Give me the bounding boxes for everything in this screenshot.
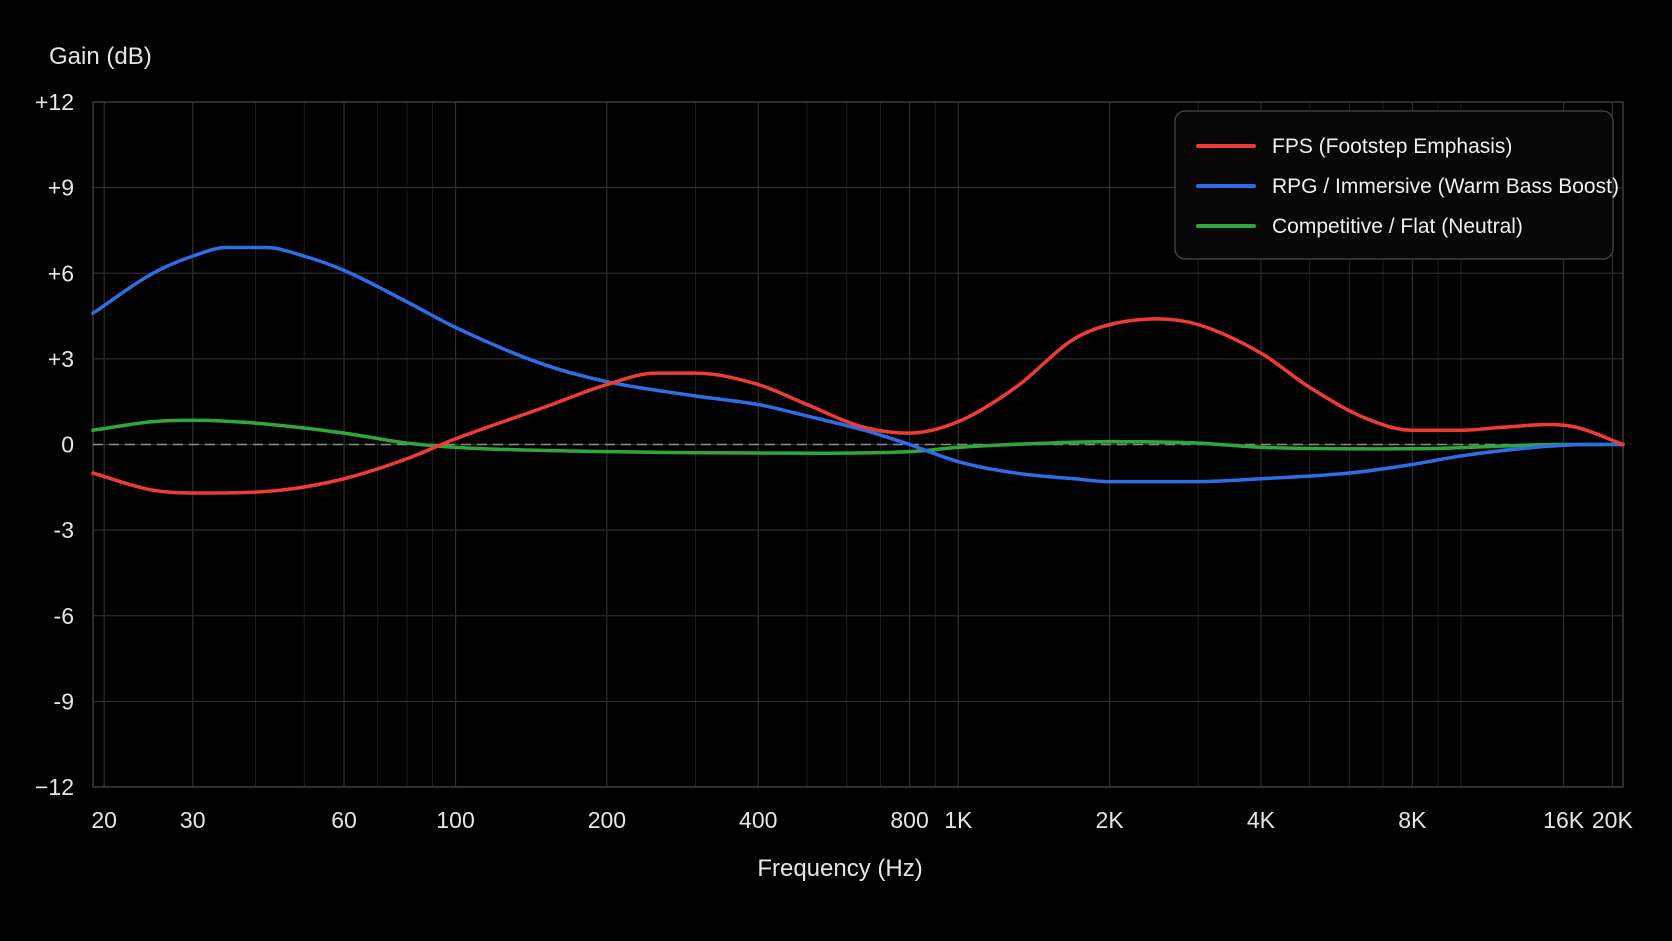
series-line (91, 317, 1625, 495)
legend: FPS (Footstep Emphasis) RPG / Immersive (… (1174, 110, 1619, 260)
x-tick-label: 1K (944, 807, 973, 833)
x-tick-label: 400 (739, 807, 777, 833)
y-tick-label: 0 (61, 432, 74, 458)
y-tick-label: −12 (35, 774, 74, 800)
series-layer (91, 245, 1625, 495)
y-tick-label: +9 (48, 175, 74, 201)
legend-label: FPS (Footstep Emphasis) (1272, 135, 1512, 158)
y-tick-label: -9 (54, 688, 74, 714)
x-tick-label: 20 (91, 807, 117, 833)
x-tick-label: 60 (331, 807, 357, 833)
series-line (91, 418, 1625, 456)
y-tick-label: +3 (48, 346, 74, 372)
legend-label: RPG / Immersive (Warm Bass Boost) (1272, 175, 1619, 198)
legend-items: FPS (Footstep Emphasis) RPG / Immersive (… (1196, 135, 1619, 238)
x-tick-labels: 20 30 60 100 200 400 800 1K 2K 4K 8K 16K 20K (91, 807, 1633, 833)
x-tick-label: 200 (588, 807, 626, 833)
y-tick-label: -3 (54, 517, 74, 543)
y-tick-label: +12 (35, 89, 74, 115)
x-axis-title: Frequency (Hz) (757, 855, 922, 882)
y-axis-title: Gain (dB) (49, 43, 152, 70)
x-tick-label: 20K (1592, 807, 1634, 833)
x-tick-label: 30 (180, 807, 206, 833)
series-line (91, 245, 1625, 484)
x-tick-label: 800 (890, 807, 928, 833)
x-tick-label: 2K (1096, 807, 1125, 833)
y-tick-labels: +12 +9 +6 +3 0 -3 -6 -9 −12 (35, 89, 74, 800)
y-tick-label: +6 (48, 260, 74, 286)
legend-label: Competitive / Flat (Neutral) (1272, 215, 1523, 238)
x-tick-label: 100 (436, 807, 474, 833)
x-tick-label: 16K (1543, 807, 1585, 833)
x-tick-label: 8K (1398, 807, 1427, 833)
legend-box (1174, 110, 1614, 260)
y-tick-label: -6 (54, 603, 74, 629)
x-tick-label: 4K (1247, 807, 1276, 833)
